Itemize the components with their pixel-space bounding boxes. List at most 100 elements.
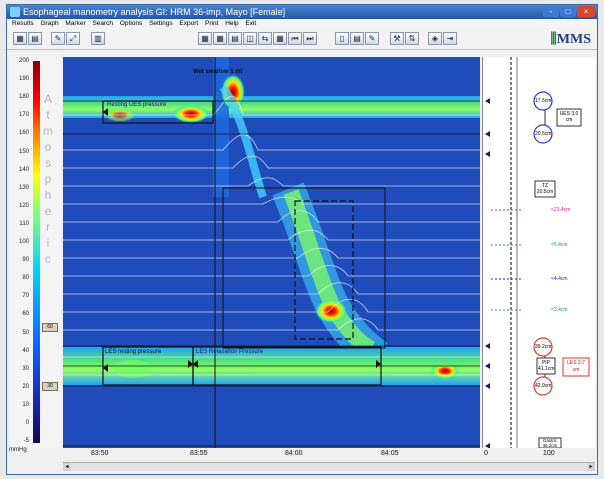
les-box-right-arrow [376,360,381,368]
marker-30[interactable]: 30 [42,382,58,391]
table-icon[interactable]: ▦ [273,32,287,45]
ues-top-circle[interactable] [533,91,553,111]
les-hotspot-left [113,360,153,378]
pip-box[interactable] [536,357,556,375]
logo-text: MMS [556,32,591,47]
scroll-left-icon[interactable]: ◂ [63,463,71,471]
split-icon[interactable]: ⇆ [258,32,272,45]
menu-options[interactable]: Options [119,20,143,27]
report-icon[interactable]: ▤ [350,32,364,45]
step-forward-icon[interactable]: ⏭ [303,32,317,45]
tools-icon[interactable]: ⚒ [390,32,404,45]
time-axis-bar: 83:50 83:55 84:00 84:05 0 100 ◂ ▸ [63,448,595,472]
scale-tick: 0 [25,420,29,426]
tz-box-text: TZ 20.5cm [536,183,554,195]
les-bottom-value: 42.9cm [535,383,552,389]
tz-region-box[interactable] [222,187,386,349]
pressure-topography-plot[interactable]: Wet swallow 1 ml Resting UES pressure LE… [63,57,480,448]
export-icon[interactable]: ⇥ [443,32,457,45]
chart-icon[interactable]: ▥ [91,32,105,45]
les-resting-label: LES resting pressure [105,349,162,355]
scale-tick: 10 [22,401,29,408]
compare-icon[interactable]: ◫ [243,32,257,45]
les-box-text: LES 3.7 cm [567,360,585,373]
les-box-divider-arrow [188,360,198,368]
ues-box-text: UES 3.0 cm [559,111,579,123]
menu-exit[interactable]: Exit [245,20,257,27]
marker-60[interactable]: 60 [42,323,58,332]
grid-view-icon[interactable]: ▦ [13,32,27,45]
menu-results[interactable]: Results [12,20,34,27]
minimize-button[interactable]: - [543,6,559,17]
marker-2: <5.4cm [551,242,568,248]
time-tick-4: 84:05 [381,450,399,457]
les-hotspot [431,363,459,379]
scroll-right-icon[interactable]: ▸ [587,463,595,471]
time-tick-1: 83:50 [91,450,109,457]
step-back-icon[interactable]: ⏮ [288,32,302,45]
tag-icon[interactable]: ◈ [428,32,442,45]
maximize-button[interactable]: □ [560,6,576,17]
document-icon[interactable]: ▯ [335,32,349,45]
scale-tick: 110 [19,220,29,227]
menu-help[interactable]: Help [225,20,239,27]
pressure-unit-label: mmHg [9,447,27,453]
topography-svg [63,57,480,448]
scale-tick: 20 [22,383,29,390]
les-relaxation-label: LES Relaxation Pressure [196,349,264,355]
scale-tick: 130 [18,184,29,191]
scale-tick: 200 [18,58,29,64]
menu-search[interactable]: Search [92,20,114,27]
menu-print[interactable]: Print [205,20,219,27]
scale-tick: 30 [22,365,29,372]
scale-tick: 140 [18,166,29,173]
horizontal-scrollbar[interactable]: ◂ ▸ [63,462,595,471]
notes-icon[interactable]: ✎ [365,32,379,45]
menu-graph[interactable]: Graph [40,20,59,27]
scale-tick: -5 [23,438,29,444]
menu-settings[interactable]: Settings [149,20,173,27]
edit-icon[interactable]: ✎ [51,32,65,45]
menu-marker[interactable]: Marker [65,20,86,27]
contractile-front-box[interactable] [294,200,354,340]
pressure-scale-panel: 200 190 180 170 160 150 140 130 120 110 100 90 80 70 6… [9,53,61,453]
window-title: Esophageal manometry analysis GI: HRM 36… [23,7,286,17]
menu-bar: Results Graph Marker Search Options Sett… [7,19,597,29]
ues-box[interactable] [556,108,582,127]
marker-3: <4.4cm [551,276,568,282]
time-tick-2: 83:55 [190,450,208,457]
peristalsis-hotspot [315,299,347,323]
les-top-value: 39.2cm [535,344,552,350]
title-bar: Esophageal manometry analysis GI: HRM 36… [7,5,597,19]
menu-export[interactable]: Export [179,20,199,27]
grid-icon[interactable]: ▦ [213,32,227,45]
scale-tick: 170 [18,112,29,119]
scale-tick: 80 [22,275,29,282]
ues-hotspot [173,105,209,123]
right-axis-min: 0 [484,450,488,457]
scale-tick: 120 [18,202,29,209]
marker-4: <3.4cm [551,307,568,313]
scale-tick: 160 [18,130,29,137]
mms-logo: ⫼MMS [550,32,591,48]
sort-icon[interactable]: ⇅ [405,32,419,45]
tz-box[interactable] [534,180,556,198]
ues-bottom-circle[interactable] [533,124,553,144]
layers-icon[interactable]: ▤ [228,32,242,45]
table-view-icon[interactable]: ▤ [28,32,42,45]
les-box[interactable] [562,357,590,377]
zoom-icon[interactable]: ⤢ [66,32,80,45]
right-axis-max: 100 [543,450,555,457]
ues-box-left-arrow [103,108,108,116]
logo-mark-icon: ⫼ [550,32,557,47]
sensor-marker-panel: 17.5cm 20.5cm 39.2cm 42.9cm UES 3.0 cm T… [482,57,595,449]
scale-tick: 90 [22,257,29,264]
les-top-circle[interactable] [533,337,553,357]
scale-tick: 50 [22,329,29,336]
sensor-position-lines [63,100,480,447]
calendar-icon[interactable]: ▦ [198,32,212,45]
les-bottom-circle[interactable] [533,376,553,396]
scale-tick: 100 [18,239,29,245]
close-button[interactable]: × [577,6,595,17]
scale-tick: 190 [18,76,29,83]
